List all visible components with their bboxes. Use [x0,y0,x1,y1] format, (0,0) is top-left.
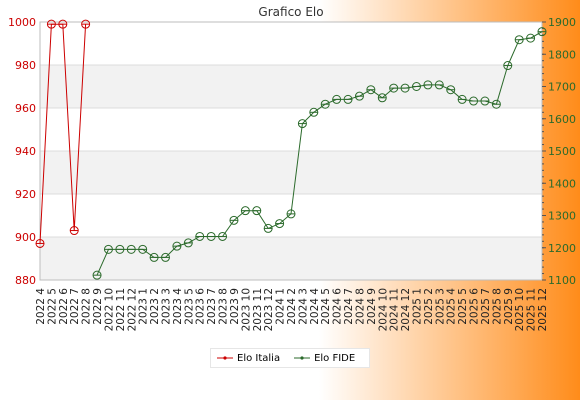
legend-item-elo-italia: Elo Italia [217,353,280,364]
plot-band [40,108,542,151]
left-axis-tick-label: 880 [15,274,36,287]
x-tick-label: 2024 1 [275,288,287,325]
x-tick-label: 2024 12 [400,288,412,331]
x-tick-label: 2022 10 [103,288,115,331]
right-axis-tick-label: 1400 [548,177,576,190]
right-axis-tick-label: 1500 [548,145,576,158]
x-tick-label: 2023 1 [138,288,150,325]
x-tick-label: 2025 7 [480,288,492,325]
x-tick-label: 2024 3 [297,288,309,325]
x-tick-label: 2022 12 [126,288,138,331]
left-axis-tick-label: 960 [15,102,36,115]
right-axis-tick-label: 1700 [548,81,576,94]
plot-band [40,237,542,280]
x-tick-label: 2023 10 [240,288,252,331]
right-axis-tick-label: 1300 [548,210,576,223]
legend-marker-elo-fide [294,356,311,360]
x-tick-label: 2023 6 [195,288,207,325]
right-axis-tick-label: 1100 [548,274,576,287]
x-tick-label: 2025 1 [412,288,424,325]
x-tick-label: 2025 11 [526,288,538,331]
x-tick-label: 2023 3 [161,288,173,325]
x-tick-label: 2022 6 [58,288,70,325]
x-tick-label: 2022 8 [81,288,93,325]
x-tick-label: 2023 4 [172,288,184,325]
x-tick-label: 2023 5 [183,288,195,325]
x-tick-label: 2025 2 [423,288,435,325]
left-axis-tick-label: 940 [15,145,36,158]
left-axis-tick-label: 920 [15,188,36,201]
x-tick-label: 2025 12 [537,288,549,331]
left-axis-tick-label: 1000 [8,16,36,29]
x-tick-label: 2024 8 [354,288,366,325]
x-tick-label: 2024 4 [309,288,321,325]
left-axis-tick-label: 900 [15,231,36,244]
x-tick-label: 2023 7 [206,288,218,325]
plot-band [40,194,542,237]
x-tick-label: 2023 2 [149,288,161,325]
x-tick-label: 2022 11 [115,288,127,331]
legend: Elo Italia Elo FIDE [210,348,370,368]
legend-item-elo-fide: Elo FIDE [294,353,355,364]
x-tick-label: 2022 9 [92,288,104,325]
right-axis-tick-label: 1200 [548,242,576,255]
x-tick-label: 2022 4 [35,288,47,325]
x-tick-label: 2024 5 [320,288,332,325]
right-axis-tick-label: 1600 [548,113,576,126]
x-tick-label: 2023 12 [263,288,275,331]
x-tick-label: 2025 9 [503,288,515,325]
right-axis-tick-label: 1900 [548,16,576,29]
legend-label-elo-fide: Elo FIDE [314,352,356,364]
legend-label-elo-italia: Elo Italia [237,352,281,364]
x-tick-label: 2025 3 [434,288,446,325]
x-tick-label: 2023 9 [229,288,241,325]
left-axis-tick-label: 980 [15,59,36,72]
x-tick-label: 2025 6 [469,288,481,325]
x-tick-label: 2024 9 [366,288,378,325]
x-tick-label: 2024 10 [377,288,389,331]
x-tick-label: 2022 5 [46,288,58,325]
x-tick-label: 2024 7 [343,288,355,325]
plot-band [40,65,542,108]
chart-title: Grafico Elo [258,5,323,19]
x-tick-label: 2023 11 [252,288,264,331]
x-tick-label: 2024 2 [286,288,298,325]
right-axis-tick-label: 1800 [548,48,576,61]
x-tick-label: 2025 8 [491,288,503,325]
x-tick-label: 2024 11 [389,288,401,331]
plot-band [40,22,542,65]
series-line-elo-fide [96,31,543,276]
x-tick-label: 2023 8 [218,288,230,325]
x-tick-label: 2022 7 [69,288,81,325]
x-tick-label: 2025 5 [457,288,469,325]
x-tick-label: 2024 6 [332,288,344,325]
x-tick-label: 2025 4 [446,288,458,325]
x-tick-label: 2025 10 [514,288,526,331]
legend-marker-elo-italia [217,356,233,360]
plot-band [40,151,542,194]
